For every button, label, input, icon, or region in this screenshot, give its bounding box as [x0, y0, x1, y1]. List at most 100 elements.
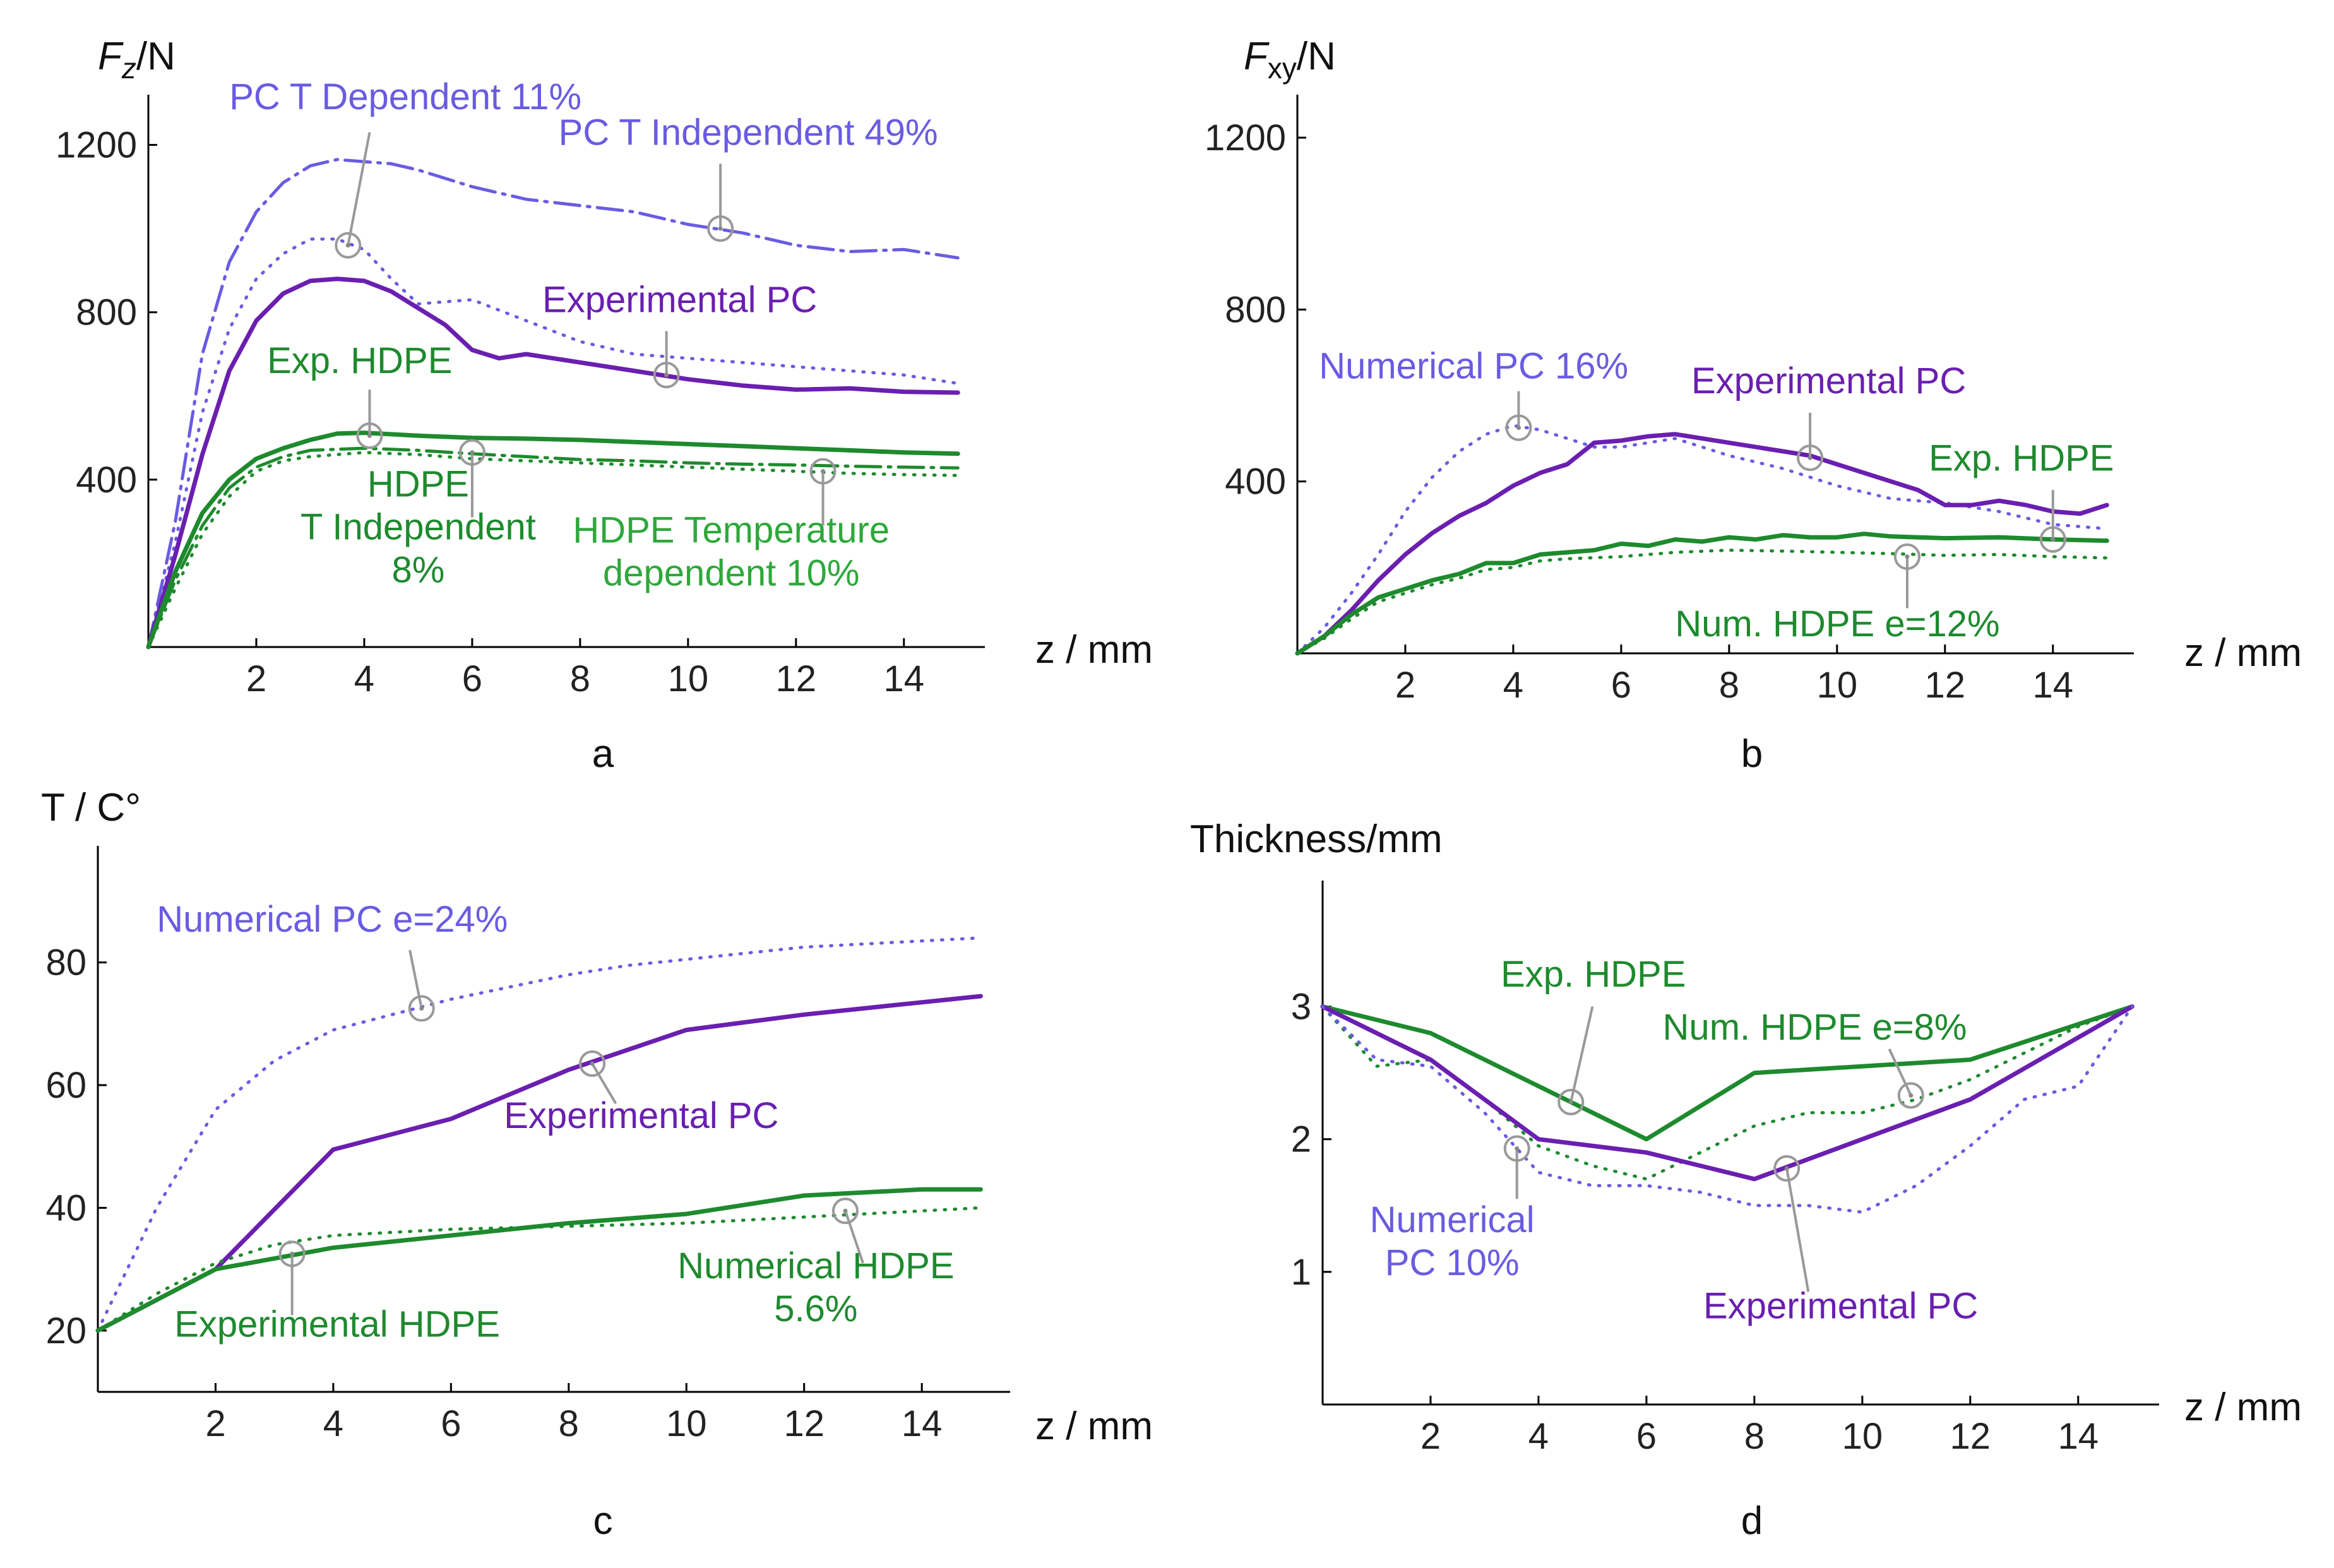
callout-dot [1515, 1146, 1520, 1151]
x-tick-label: 14 [2033, 665, 2074, 706]
x-tick-label: 4 [1503, 665, 1523, 706]
x-tick-label: 12 [783, 1403, 825, 1444]
callout-marker [1773, 1155, 1801, 1182]
x-tick-label: 6 [462, 658, 482, 699]
x-tick-label: 6 [1636, 1416, 1657, 1457]
annotation-label: Experimental PC [1691, 360, 1966, 401]
y-axis-title: Thickness/mm [1190, 817, 1443, 861]
annotation-label: dependent 10% [603, 552, 859, 593]
y-tick-label: 20 [45, 1310, 86, 1351]
annotation-label: Experimental PC [504, 1095, 778, 1136]
x-tick-label: 4 [323, 1403, 343, 1444]
callout-dot [664, 372, 669, 377]
callout-leader [844, 1210, 864, 1264]
callout-leader [1888, 1048, 1912, 1096]
callout-marker [707, 215, 734, 242]
y-tick-label: 1 [1291, 1252, 1311, 1293]
annotation-label: PC T Dependent 11% [229, 76, 581, 117]
x-tick-label: 8 [559, 1403, 579, 1444]
callout-dot [1568, 1100, 1573, 1105]
callout-marker [1897, 1082, 1924, 1109]
callout-marker [653, 362, 680, 389]
y-tick-label: 400 [1225, 461, 1286, 502]
annotation-label: Exp. HDPE [267, 340, 452, 381]
annotation-label: Numerical [1370, 1199, 1535, 1240]
x-tick-label: 14 [902, 1403, 943, 1444]
callout-dot [843, 1208, 848, 1213]
y-tick-label: 3 [1291, 987, 1311, 1028]
panel-letter: d [1741, 1499, 1763, 1543]
callout-marker [1505, 414, 1532, 441]
x-tick-label: 10 [1817, 665, 1858, 706]
panel-letter: c [593, 1499, 613, 1543]
callout-leader [1569, 1006, 1594, 1103]
annotation-label: Experimental HDPE [174, 1304, 500, 1345]
y-tick-label: 80 [45, 942, 86, 983]
callout-marker [1797, 444, 1824, 472]
y-tick-label: 400 [76, 460, 137, 501]
x-tick-label: 2 [1395, 665, 1415, 706]
callout-dot [1784, 1166, 1789, 1171]
annotation-label: PC T Independent 49% [559, 112, 938, 153]
callout-marker [579, 1050, 606, 1078]
panel-a: 2 4 6 8 10 12 14 400 800 1200 Fz/N z / mm a PC T Depe… [56, 35, 1153, 776]
annotation-label: T Independent [301, 506, 536, 547]
y-axis-title-unit: /N [136, 35, 176, 78]
callout-dot [2051, 537, 2056, 542]
y-axis-title: T / C° [41, 786, 141, 829]
x-tick-label: 8 [570, 658, 590, 699]
callout-dot [1807, 455, 1813, 460]
x-tick-label: 4 [354, 658, 374, 699]
annotation-label: PC 10% [1385, 1242, 1520, 1283]
callout-dot [1905, 554, 1910, 559]
callout-dot [290, 1251, 295, 1256]
callout-leader [408, 949, 423, 1009]
x-tick-label: 6 [1611, 665, 1631, 706]
x-tick-label: 6 [441, 1403, 461, 1444]
annotation-label: Numerical PC e=24% [157, 899, 508, 940]
annotation-label: HDPE Temperature [573, 509, 890, 550]
panel-letter: a [592, 732, 614, 776]
y-tick-label: 800 [76, 292, 137, 333]
callout-dot [470, 450, 475, 455]
x-tick-label: 14 [2058, 1416, 2099, 1457]
callout-dot [1516, 425, 1521, 431]
series-line-b-1 [1295, 432, 2109, 656]
callout-marker [1503, 1135, 1530, 1162]
callout-marker [458, 439, 485, 466]
x-axis-title: z / mm [1035, 628, 1153, 672]
callout-marker [2039, 526, 2066, 553]
x-tick-label: 2 [246, 658, 266, 699]
y-tick-label: 1200 [56, 125, 137, 166]
panel-b: 2 4 6 8 10 12 14 400 800 1200 Fxy/N z / mm b Numerica… [1205, 35, 2302, 776]
callout-marker [408, 995, 435, 1022]
x-tick-label: 8 [1744, 1416, 1765, 1457]
x-tick-label: 10 [666, 1403, 707, 1444]
x-tick-label: 4 [1528, 1416, 1549, 1457]
x-axis-title: z / mm [2184, 1386, 2302, 1429]
x-axis-title: z / mm [1035, 1405, 1153, 1448]
callout-dot [718, 226, 723, 231]
series-line-c-2 [95, 1187, 983, 1333]
y-axis-title-unit: /N [1297, 35, 1336, 78]
callout-dot [1908, 1093, 1914, 1098]
x-tick-label: 10 [1842, 1416, 1883, 1457]
callout-marker [356, 422, 383, 449]
callout-dot [345, 243, 350, 248]
annotation-label: Numerical PC 16% [1319, 345, 1628, 386]
annotation-label: 8% [392, 549, 445, 590]
annotation-label: Num. HDPE e=8% [1663, 1007, 1967, 1048]
callout-dot [367, 433, 372, 438]
y-axis-title-symbol: F [98, 35, 124, 78]
y-tick-label: 40 [45, 1187, 86, 1228]
x-tick-label: 12 [776, 658, 817, 699]
x-tick-label: 10 [668, 658, 709, 699]
callout-leader [591, 1063, 617, 1105]
callout-marker [278, 1240, 306, 1268]
callout-dot [590, 1061, 595, 1066]
x-tick-label: 14 [884, 658, 925, 699]
series-line-d-0 [1320, 1004, 2135, 1142]
y-axis-title: Fxy/N [1244, 35, 1336, 85]
